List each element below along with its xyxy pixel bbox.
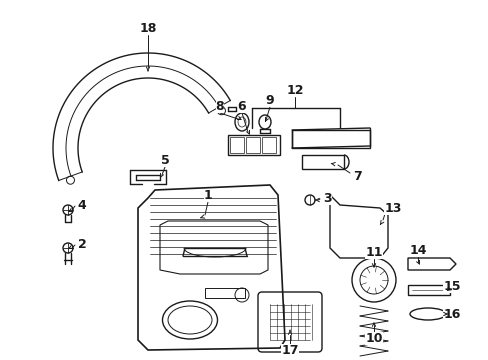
Text: 12: 12 xyxy=(285,84,303,96)
Text: 15: 15 xyxy=(442,279,460,292)
Bar xyxy=(227,135,280,155)
Bar xyxy=(204,288,244,298)
Text: 3: 3 xyxy=(323,192,332,204)
Text: 17: 17 xyxy=(281,343,298,356)
Text: 2: 2 xyxy=(78,238,86,251)
Bar xyxy=(262,137,275,153)
Text: 8: 8 xyxy=(215,99,224,113)
Text: 10: 10 xyxy=(365,332,382,345)
Text: 7: 7 xyxy=(353,170,362,183)
Text: 11: 11 xyxy=(365,246,382,258)
Bar xyxy=(407,285,449,295)
Bar xyxy=(245,137,260,153)
Text: 13: 13 xyxy=(384,202,401,215)
Bar xyxy=(229,137,244,153)
Text: 5: 5 xyxy=(160,153,169,166)
Text: 18: 18 xyxy=(139,22,156,35)
Text: 1: 1 xyxy=(203,189,212,202)
Text: 9: 9 xyxy=(265,94,274,107)
Text: 4: 4 xyxy=(78,198,86,212)
Bar xyxy=(302,155,343,169)
Text: 6: 6 xyxy=(237,99,246,113)
Text: 14: 14 xyxy=(408,243,426,257)
Text: 16: 16 xyxy=(443,307,460,320)
Bar xyxy=(291,130,369,148)
